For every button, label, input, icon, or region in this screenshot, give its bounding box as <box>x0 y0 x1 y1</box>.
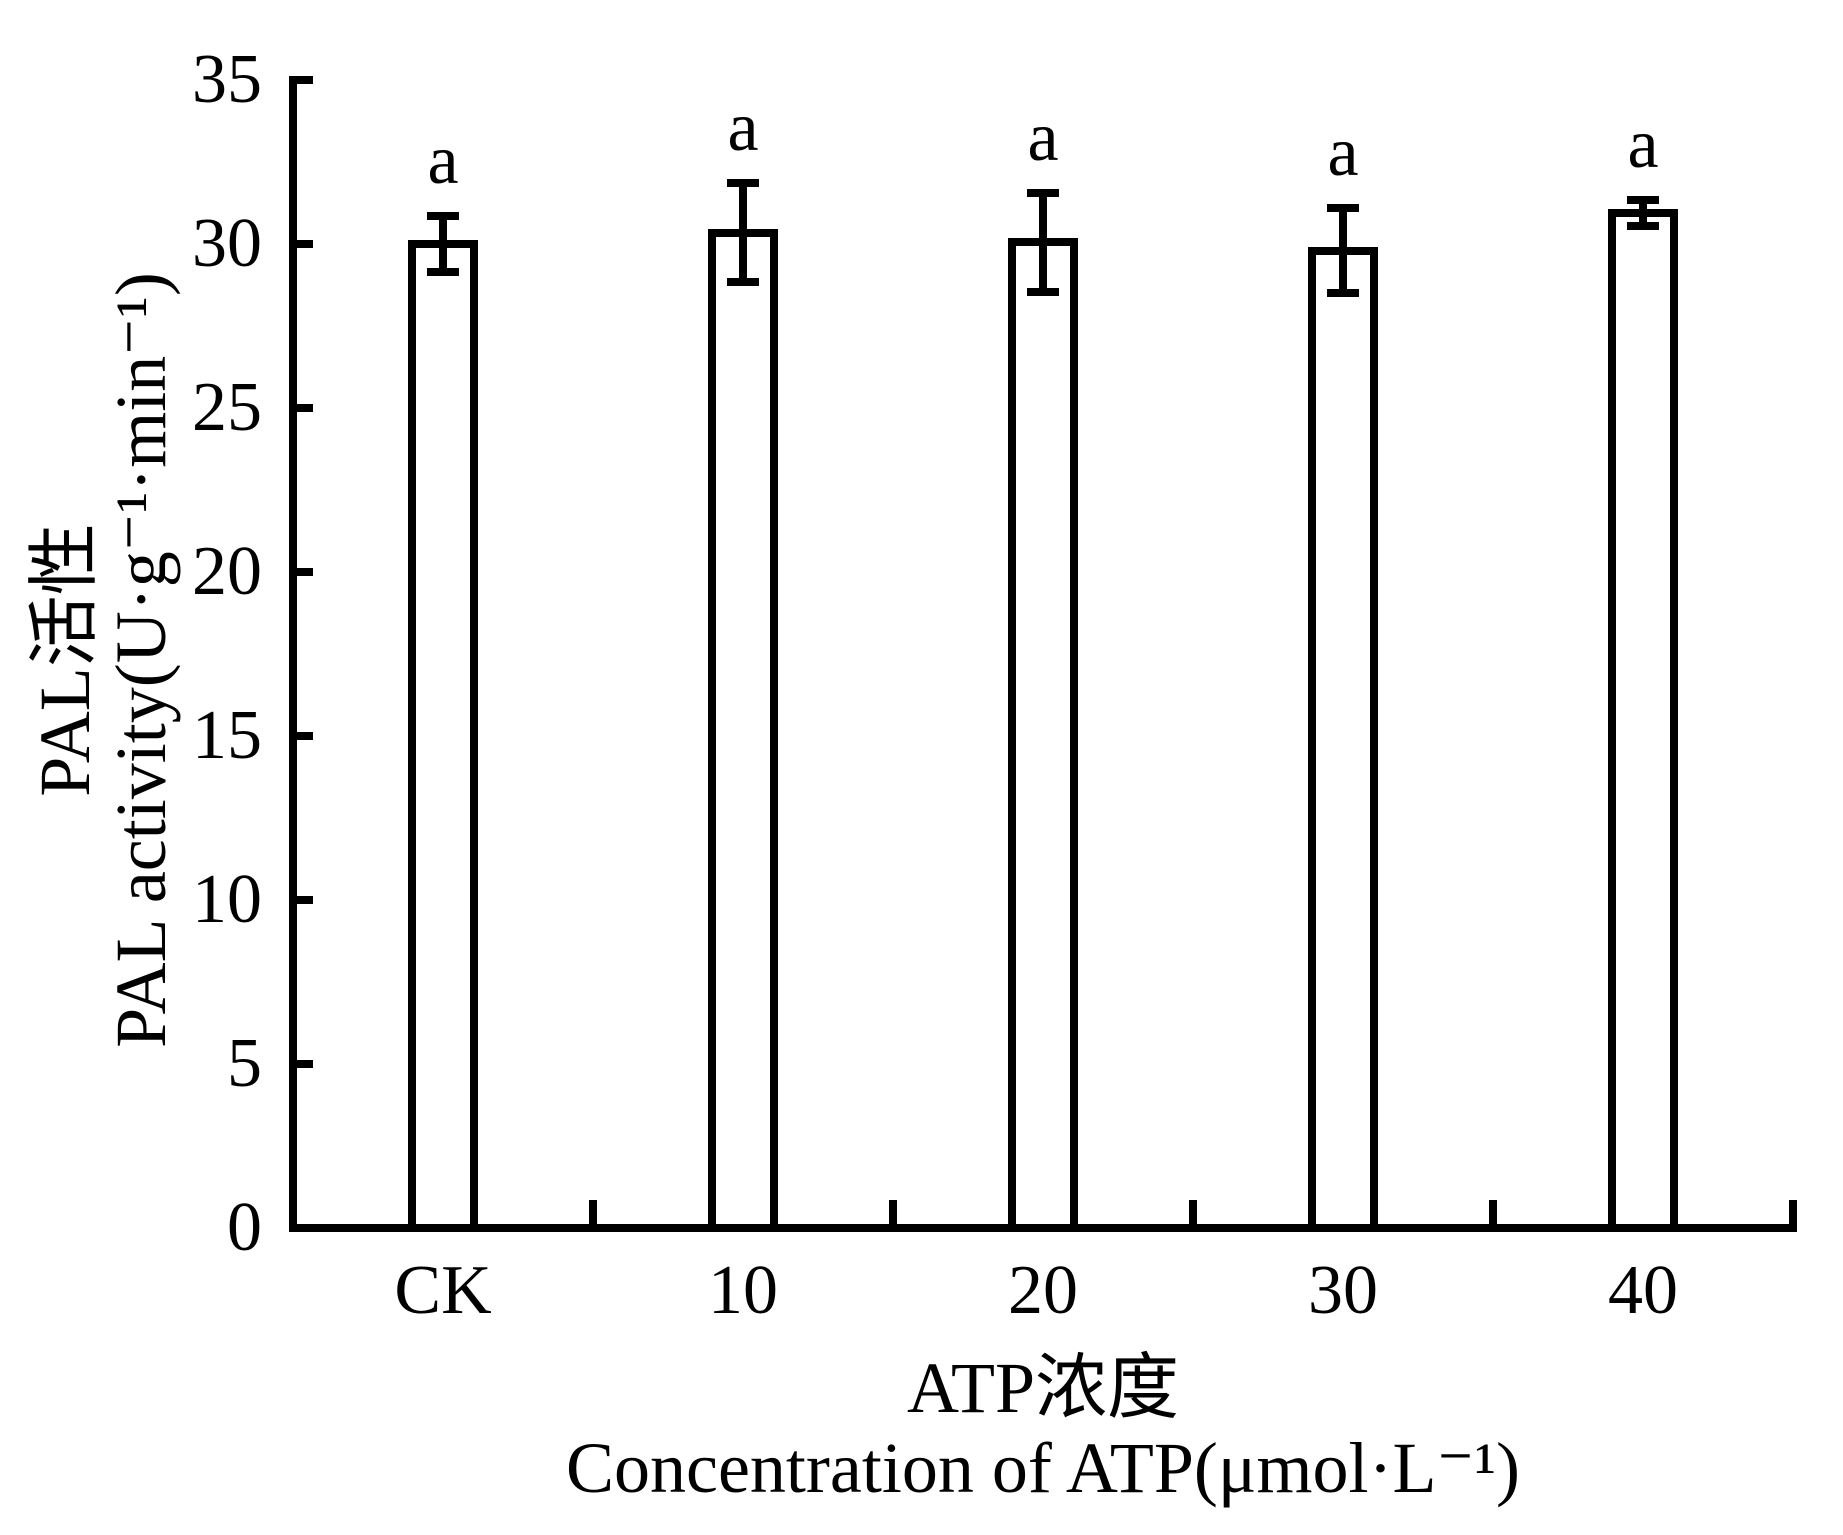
x-axis-end-tick <box>1789 1200 1797 1224</box>
y-tick-label: 5 <box>227 1025 262 1102</box>
y-tick <box>293 732 313 740</box>
x-tick-label: 10 <box>708 1252 778 1329</box>
error-bar-cap-top <box>1627 195 1659 204</box>
error-bar-cap-bottom <box>427 267 459 276</box>
error-bar-cap-bottom <box>1627 221 1659 230</box>
error-bar-cap-top <box>1327 203 1359 212</box>
x-minor-tick <box>589 1200 597 1224</box>
x-axis-title: ATP浓度 Concentration of ATP(μmol·L⁻¹) <box>293 1348 1793 1508</box>
bar <box>1008 238 1078 1232</box>
y-tick-label: 30 <box>192 205 262 282</box>
x-tick-label: 30 <box>1308 1252 1378 1329</box>
y-tick <box>293 568 313 576</box>
error-bar-cap-top <box>1027 189 1059 198</box>
error-bar-line <box>739 183 747 282</box>
error-bar-cap-bottom <box>1027 287 1059 296</box>
y-tick-label: 15 <box>192 697 262 774</box>
significance-label: a <box>1627 105 1659 183</box>
x-minor-tick <box>889 1200 897 1224</box>
significance-label: a <box>427 122 459 200</box>
significance-label: a <box>727 89 759 167</box>
error-bar-line <box>439 216 447 272</box>
error-bar-line <box>1039 193 1047 292</box>
y-tick-label: 35 <box>192 41 262 118</box>
x-axis-title-zh: ATP浓度 <box>906 1348 1180 1428</box>
error-bar-line <box>1339 207 1347 294</box>
y-tick-label: 10 <box>192 861 262 938</box>
bar <box>708 228 778 1232</box>
y-tick <box>293 1224 313 1232</box>
y-tick-label: 0 <box>227 1189 262 1266</box>
y-tick-label: 20 <box>192 533 262 610</box>
y-tick-label: 25 <box>192 369 262 446</box>
x-tick-label: CK <box>394 1252 492 1329</box>
significance-label: a <box>1027 99 1059 177</box>
error-bar-cap-top <box>427 212 459 221</box>
x-tick-label: 40 <box>1608 1252 1678 1329</box>
error-bar-cap-bottom <box>1327 289 1359 298</box>
y-tick <box>293 76 313 84</box>
error-bar-cap-top <box>727 179 759 188</box>
y-tick <box>293 240 313 248</box>
y-tick <box>293 1060 313 1068</box>
bar <box>408 240 478 1232</box>
y-tick <box>293 896 313 904</box>
bar <box>1608 208 1678 1232</box>
x-minor-tick <box>1489 1200 1497 1224</box>
bar <box>1308 246 1378 1232</box>
y-axis-line <box>289 76 297 1232</box>
error-bar-cap-bottom <box>727 277 759 286</box>
x-minor-tick <box>1189 1200 1197 1224</box>
x-tick-label: 20 <box>1008 1252 1078 1329</box>
y-tick <box>293 404 313 412</box>
error-bar-line <box>1639 199 1647 226</box>
significance-label: a <box>1327 113 1359 191</box>
x-axis-title-en: Concentration of ATP(μmol·L⁻¹) <box>565 1428 1521 1508</box>
